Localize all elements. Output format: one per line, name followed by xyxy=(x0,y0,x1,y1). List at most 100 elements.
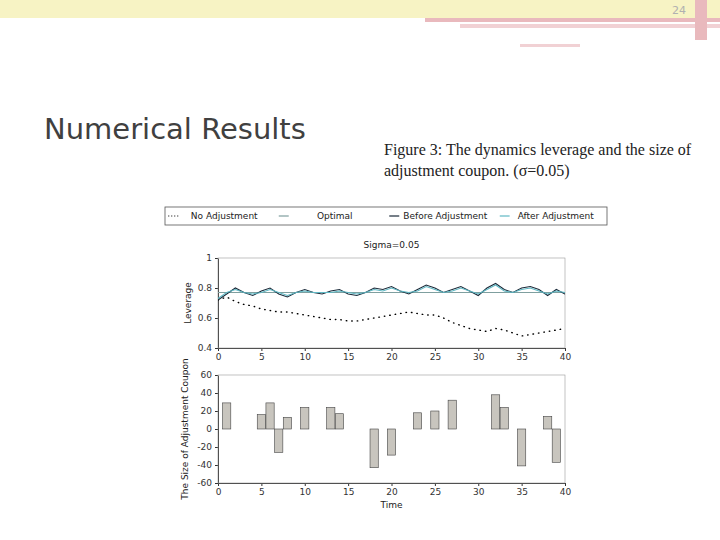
tick-mark xyxy=(215,429,218,430)
tick: 0.6 xyxy=(198,313,218,323)
legend-swatch xyxy=(389,215,399,216)
tick: 0.8 xyxy=(198,283,218,293)
slide-decoration xyxy=(0,0,720,60)
bar xyxy=(266,403,274,429)
tick-label: 0 xyxy=(206,424,212,434)
tick: 20 xyxy=(201,406,218,416)
tick: 1 xyxy=(206,253,218,263)
tick-label: 1 xyxy=(206,253,212,263)
series-line xyxy=(218,284,565,301)
tick-label: 15 xyxy=(343,487,354,497)
tick: 15 xyxy=(343,348,354,362)
bar xyxy=(552,429,560,462)
page-number: 24 xyxy=(672,4,686,17)
tick-mark xyxy=(348,483,349,486)
bar xyxy=(370,429,378,468)
tick-label: 10 xyxy=(300,487,312,497)
tick: 5 xyxy=(259,483,265,497)
legend-entry: Before Adjustment xyxy=(403,211,487,221)
tick-mark xyxy=(348,348,349,351)
tick-label: 20 xyxy=(386,352,398,362)
tick-mark xyxy=(215,258,218,259)
bar xyxy=(491,395,499,429)
tick-mark xyxy=(305,348,306,351)
tick-mark xyxy=(215,447,218,448)
bar xyxy=(544,416,552,429)
bar xyxy=(301,407,309,429)
tick: 5 xyxy=(259,348,265,362)
tick: 30 xyxy=(473,348,485,362)
chart-title: Sigma=0.05 xyxy=(364,240,420,250)
legend-entry: No Adjustment xyxy=(191,211,258,221)
header-stripe xyxy=(460,24,720,28)
legend: No Adjustment Optimal Before Adjustment Aft… xyxy=(165,207,607,225)
series-line xyxy=(218,285,565,299)
legend-entry: Optimal xyxy=(317,211,353,221)
tick-label: 25 xyxy=(430,487,441,497)
tick-label: 10 xyxy=(300,352,312,362)
legend-entry: After Adjustment xyxy=(518,211,595,221)
axis: 0 5 10 15 20 25 30 35 40 xyxy=(216,483,572,497)
tick-label: 40 xyxy=(560,487,572,497)
tick-label: 0.6 xyxy=(198,313,213,323)
bar xyxy=(283,417,291,429)
tick: 0 xyxy=(206,424,218,434)
tick-mark xyxy=(215,348,218,349)
tick: -60 xyxy=(197,478,218,488)
tick: 60 xyxy=(201,370,218,380)
tick-label: 30 xyxy=(473,352,485,362)
y-axis-title: Leverage xyxy=(183,282,193,324)
tick: 40 xyxy=(560,483,572,497)
tick: 0 xyxy=(216,483,222,497)
tick-mark xyxy=(215,318,218,319)
bar xyxy=(223,403,231,429)
tick: 0.4 xyxy=(198,343,218,353)
tick: 25 xyxy=(430,483,441,497)
series-line xyxy=(218,297,565,336)
plot-lines xyxy=(218,284,565,337)
tick-mark xyxy=(305,483,306,486)
header-stripe xyxy=(425,18,720,22)
tick-label: 20 xyxy=(386,487,398,497)
tick: 30 xyxy=(473,483,485,497)
axis: 0.4 0.6 0.8 1 xyxy=(198,253,219,353)
tick-label: -20 xyxy=(197,442,212,452)
tick-mark xyxy=(261,348,262,351)
header-stripe xyxy=(695,0,707,40)
tick-label: 5 xyxy=(259,352,265,362)
tick-label: 30 xyxy=(473,487,485,497)
tick: 15 xyxy=(343,483,354,497)
legend-box xyxy=(165,207,607,225)
tick-label: 0.4 xyxy=(198,343,213,353)
tick-label: 0.8 xyxy=(198,283,213,293)
bar xyxy=(387,429,395,455)
bar xyxy=(335,414,343,429)
tick-label: 20 xyxy=(201,406,213,416)
tick-mark xyxy=(215,465,218,466)
tick-label: 15 xyxy=(343,352,354,362)
tick-mark xyxy=(261,483,262,486)
axis: -60 -40 -20 0 20 40 60 xyxy=(197,370,218,488)
tick-label: -40 xyxy=(197,460,212,470)
tick: 40 xyxy=(560,348,572,362)
tick-mark xyxy=(215,288,218,289)
tick-label: 35 xyxy=(516,487,527,497)
tick-mark xyxy=(435,483,436,486)
tick-mark xyxy=(215,483,218,484)
figure: 0 5 10 15 20 25 30 35 40 0.4 0.6 0.8 1 No Adjustment O… xyxy=(0,0,720,540)
bar xyxy=(448,400,456,429)
tick-mark xyxy=(565,483,566,486)
tick: 40 xyxy=(201,388,218,398)
slide-title: Numerical Results xyxy=(44,112,306,146)
tick-mark xyxy=(565,348,566,351)
tick-mark xyxy=(392,483,393,486)
tick-label: 60 xyxy=(201,370,213,380)
header-band xyxy=(0,0,720,18)
plot-frame xyxy=(218,258,565,348)
tick: 20 xyxy=(386,348,398,362)
tick: 10 xyxy=(300,348,312,362)
tick: 35 xyxy=(516,483,527,497)
tick-mark xyxy=(522,483,523,486)
tick-mark xyxy=(435,348,436,351)
tick: 20 xyxy=(386,483,398,497)
